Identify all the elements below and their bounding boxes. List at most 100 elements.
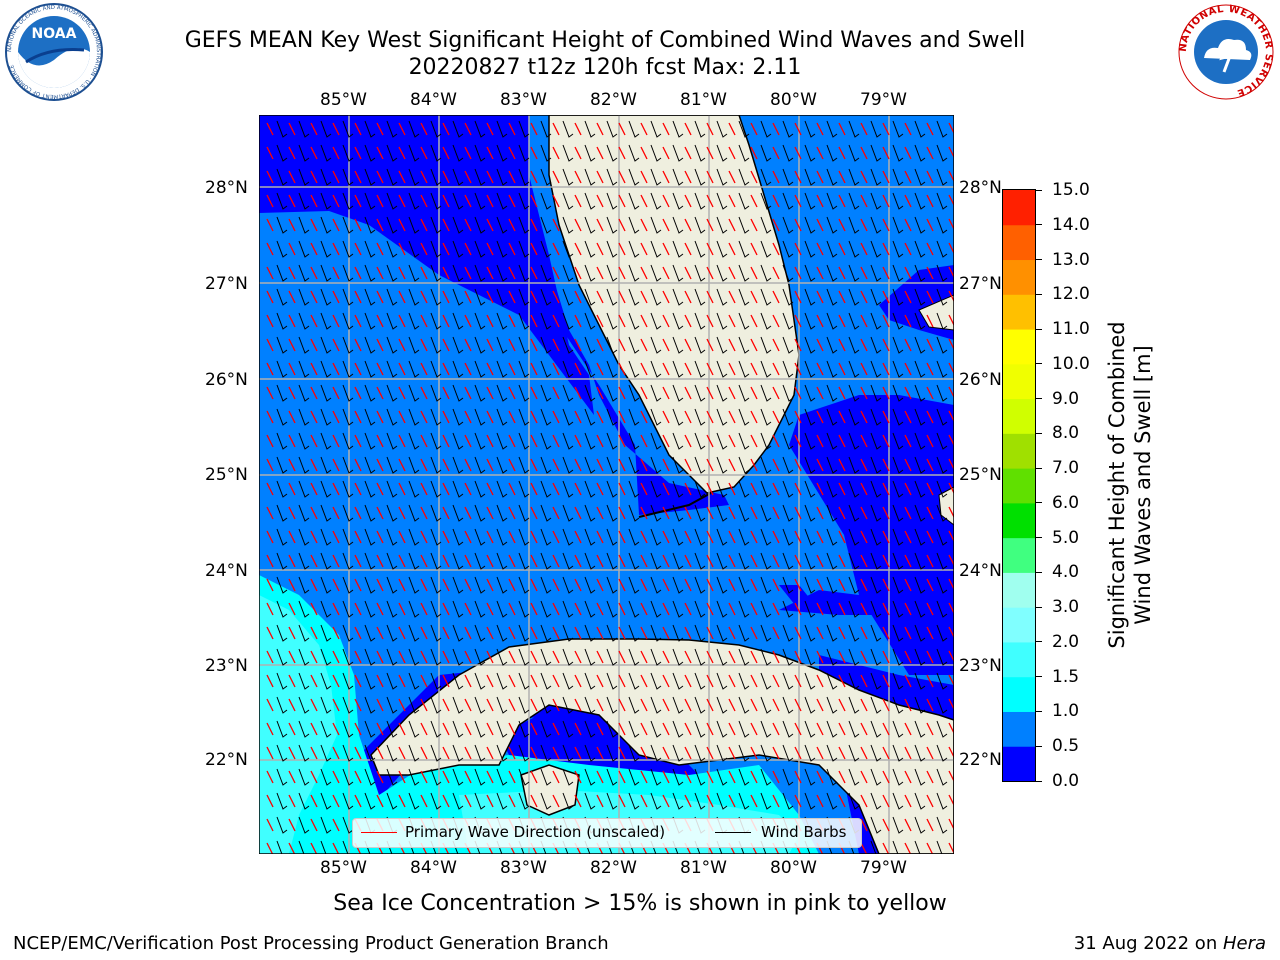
wave-arrow (882, 338, 890, 352)
wave-arrow (860, 218, 868, 232)
wind-barb (474, 552, 486, 570)
wind-barb (892, 576, 904, 594)
wave-arrow (882, 266, 890, 280)
wave-arrow (552, 602, 560, 616)
wave-arrow (882, 506, 890, 520)
cuba-land (370, 638, 954, 854)
wind-barb (276, 696, 288, 714)
wind-barb (782, 144, 794, 162)
wave-arrow (332, 650, 340, 664)
wave-arrow (662, 674, 670, 688)
wind-barb (870, 672, 882, 690)
wind-barb (870, 576, 882, 594)
wind-barb (474, 792, 486, 810)
wind-barb (804, 312, 816, 330)
wind-barb (848, 384, 860, 402)
wind-barb (452, 120, 464, 138)
wave-arrow (288, 434, 296, 448)
wind-barb (540, 120, 552, 138)
wind-barb (716, 576, 728, 594)
wave-arrow (596, 554, 604, 568)
wind-barb (496, 672, 508, 690)
wind-barb (848, 192, 860, 210)
wave-arrow (266, 434, 274, 448)
wind-barb (562, 336, 574, 354)
wind-barb (936, 312, 948, 330)
wind-barb (386, 528, 398, 546)
wave-arrow (376, 794, 384, 808)
wave-arrow (310, 602, 318, 616)
wind-barb (650, 624, 662, 642)
wave-arrow (442, 338, 450, 352)
wave-arrow (750, 530, 758, 544)
wind-barb (320, 648, 332, 666)
wave-arrow (728, 674, 736, 688)
wind-barb (870, 528, 882, 546)
wind-barb (452, 768, 464, 786)
wave-arrow (948, 554, 954, 567)
noaa-logo-text: NOAA (32, 26, 77, 42)
wave-arrow (442, 722, 450, 736)
wave-arrow (310, 386, 318, 400)
lon-label-top-83w: 83°W (500, 90, 547, 110)
wind-barb (782, 192, 794, 210)
wind-barb (628, 144, 640, 162)
wave-arrow (618, 554, 626, 568)
wind-barb (870, 744, 882, 762)
lat-label-left-27n: 27°N (205, 274, 248, 294)
wave-arrow (794, 770, 802, 784)
wave-arrow (794, 242, 802, 256)
wave-arrow (662, 458, 670, 472)
wind-barb (936, 240, 948, 258)
wave-arrow (530, 554, 538, 568)
wind-barb (650, 768, 662, 786)
wind-barb (870, 336, 882, 354)
wind-barb (408, 240, 420, 258)
wind-barb (562, 504, 574, 522)
wind-barb (936, 192, 948, 210)
wave-arrow (332, 554, 340, 568)
wind-barb (694, 120, 706, 138)
wave-arrow (266, 770, 274, 784)
wind-barb (342, 528, 354, 546)
wind-barb (716, 288, 728, 306)
wind-barb (496, 168, 508, 186)
wind-barb (716, 240, 728, 258)
wave-arrow (442, 626, 450, 640)
wave-arrow (662, 386, 670, 400)
wind-barb (364, 120, 376, 138)
wind-barb (804, 696, 816, 714)
wave-arrow (794, 698, 802, 712)
wave-arrow (904, 146, 912, 160)
wind-barb (298, 480, 310, 498)
wind-barb (540, 288, 552, 306)
wind-barb (848, 168, 860, 186)
wind-barb (936, 480, 948, 498)
colorbar-label: Significant Height of Combined Wind Wave… (1104, 300, 1156, 670)
wave-arrow (706, 386, 714, 400)
wave-arrow (860, 122, 868, 136)
wave-arrow (860, 314, 868, 328)
wave-arrow (288, 626, 296, 640)
wind-barb (672, 624, 684, 642)
wave-arrow (332, 842, 340, 854)
wave-arrow (816, 482, 824, 496)
wind-barb (870, 120, 882, 138)
wave-arrow (486, 410, 494, 424)
wave-arrow (684, 602, 692, 616)
wave-arrow (596, 650, 604, 664)
wind-barb (892, 288, 904, 306)
wind-barb (496, 120, 508, 138)
isla-juventud (520, 764, 580, 816)
wave-arrow (750, 194, 758, 208)
wave-arrow (860, 458, 868, 472)
wave-arrow (794, 722, 802, 736)
wave-arrow (662, 218, 670, 232)
wind-barb (430, 408, 442, 426)
wave-arrow (420, 458, 428, 472)
wind-barb (694, 336, 706, 354)
wind-barb (430, 768, 442, 786)
wave-arrow (640, 146, 648, 160)
wave-arrow (332, 698, 340, 712)
wave-arrow (662, 698, 670, 712)
